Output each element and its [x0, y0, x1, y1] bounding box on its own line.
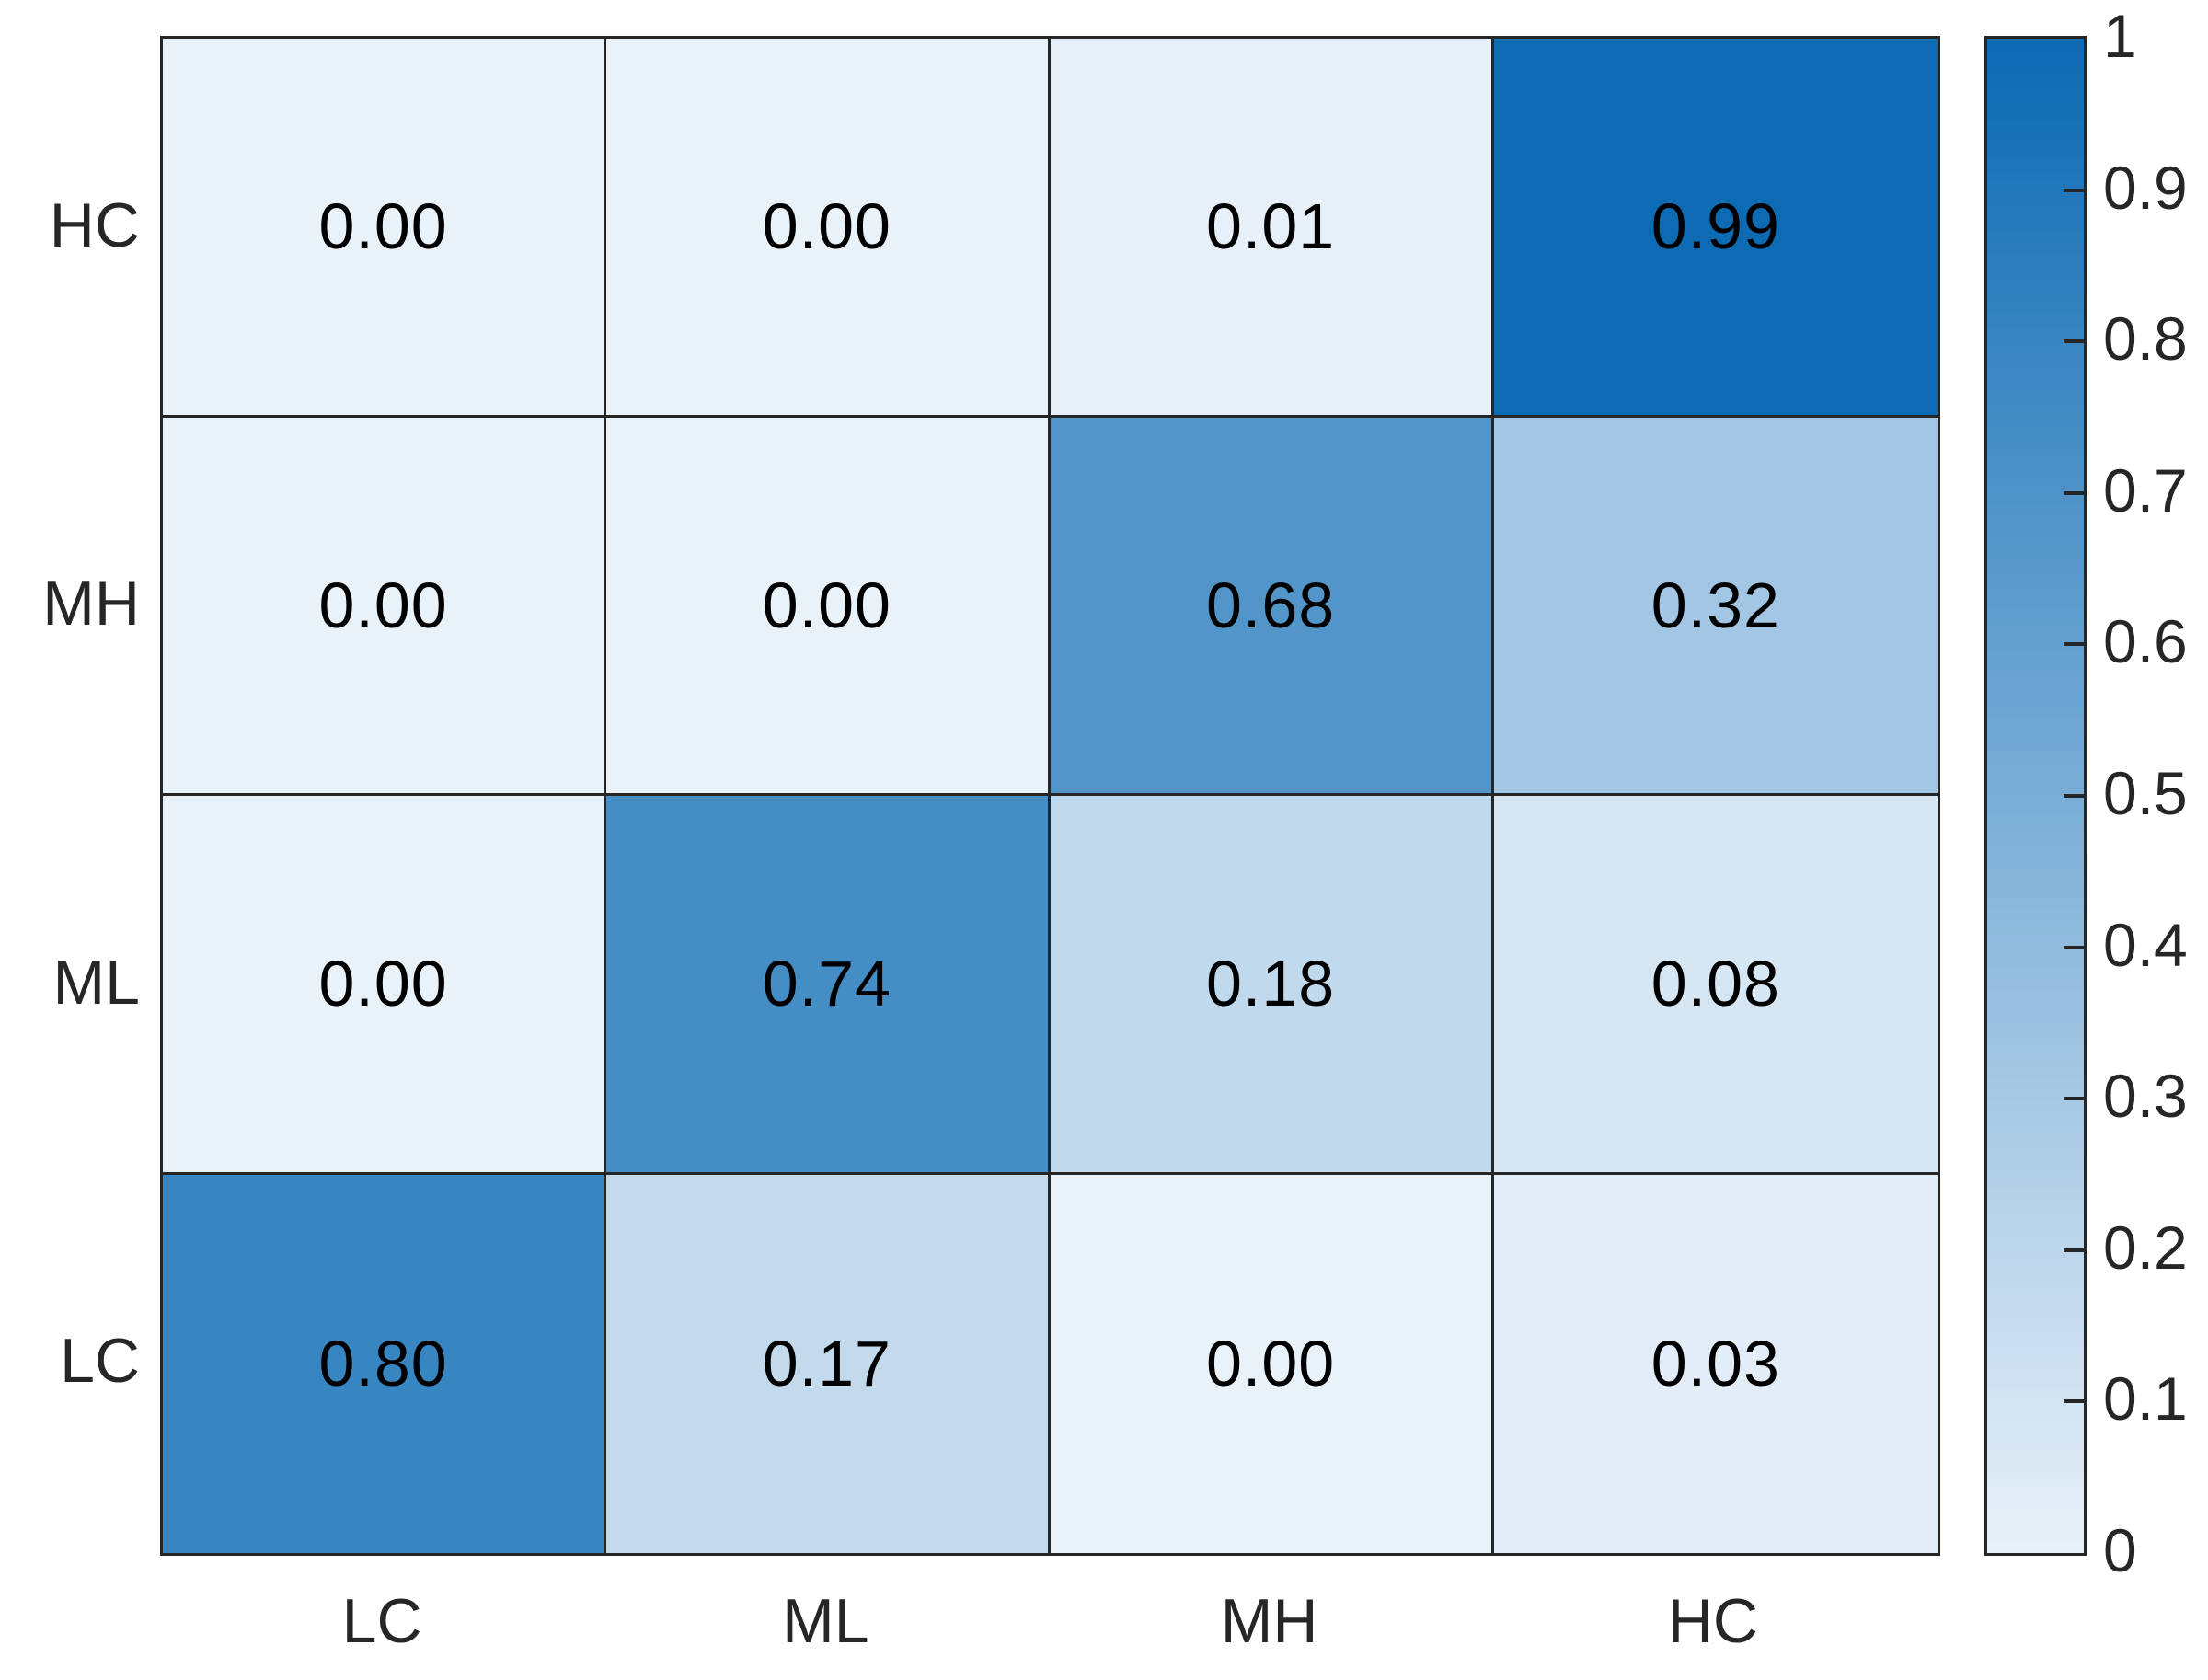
- cell-value: 0.00: [762, 190, 891, 263]
- colorbar-tick-label: 0.5: [2103, 759, 2188, 827]
- heatmap-cell: 0.00: [163, 417, 607, 796]
- cell-value: 0.03: [1650, 1328, 1780, 1400]
- cell-value: 0.00: [318, 569, 448, 641]
- heatmap-cell: 0.17: [606, 1174, 1051, 1553]
- colorbar-tick-label: 0.2: [2103, 1213, 2188, 1282]
- cell-value: 0.00: [1206, 1328, 1336, 1400]
- heatmap-cell: 0.03: [1493, 1174, 1938, 1553]
- colorbar-tick-mark: [2064, 945, 2086, 949]
- cell-value: 0.32: [1650, 569, 1780, 641]
- colorbar-tick-mark: [2064, 490, 2086, 495]
- cell-value: 0.80: [318, 1328, 448, 1400]
- colorbar-tick-label: 0: [2103, 1516, 2137, 1584]
- colorbar-tick-label: 0.8: [2103, 305, 2188, 374]
- x-axis-label: LC: [341, 1586, 422, 1656]
- heatmap-cell: 0.00: [606, 417, 1051, 796]
- colorbar-tick-label: 0.6: [2103, 607, 2188, 676]
- colorbar: [1984, 36, 2087, 1556]
- colorbar-tick-mark: [2064, 1248, 2086, 1252]
- cell-value: 0.01: [1206, 190, 1336, 263]
- cell-value: 0.99: [1650, 190, 1780, 263]
- cell-value: 0.00: [762, 569, 891, 641]
- cell-value: 0.00: [318, 948, 448, 1020]
- colorbar-tick-label: 0.1: [2103, 1364, 2188, 1433]
- cell-value: 0.68: [1206, 569, 1336, 641]
- x-axis-label: ML: [782, 1586, 869, 1656]
- x-axis-label: MH: [1220, 1586, 1318, 1656]
- colorbar-tick-label: 0.3: [2103, 1062, 2188, 1131]
- colorbar-tick-mark: [2064, 642, 2086, 647]
- heatmap-cell: 0.18: [1050, 796, 1494, 1175]
- heatmap-cell: 0.08: [1493, 796, 1938, 1175]
- heatmap-cell: 0.00: [606, 39, 1051, 418]
- heatmap-cell: 0.00: [163, 39, 607, 418]
- colorbar-tick-mark: [2064, 794, 2086, 798]
- colorbar-tick-mark: [2064, 1399, 2086, 1404]
- heatmap-cell: 0.32: [1493, 417, 1938, 796]
- colorbar-tick-label: 0.7: [2103, 455, 2188, 524]
- y-axis-label: LC: [60, 1326, 140, 1397]
- x-axis-label: HC: [1667, 1586, 1758, 1656]
- colorbar-tick-label: 1: [2103, 2, 2137, 70]
- heatmap-cell: 0.00: [163, 796, 607, 1175]
- colorbar-tick-label: 0.9: [2103, 153, 2188, 222]
- colorbar-tick-mark: [2064, 188, 2086, 192]
- cell-value: 0.17: [762, 1328, 891, 1400]
- cell-value: 0.18: [1206, 948, 1336, 1020]
- colorbar-tick-mark: [2064, 1097, 2086, 1101]
- heatmap-cell: 0.00: [1050, 1174, 1494, 1553]
- y-axis-label: HC: [49, 190, 140, 260]
- cell-value: 0.08: [1650, 948, 1780, 1020]
- colorbar-tick-mark: [2064, 339, 2086, 344]
- heatmap-cell: 0.99: [1493, 39, 1938, 418]
- heatmap-cell: 0.68: [1050, 417, 1494, 796]
- colorbar-tick-label: 0.4: [2103, 910, 2188, 979]
- heatmap-grid: 0.00 0.00 0.01 0.99 0.00 0.00 0.68 0.32 0.00 0.74…: [160, 36, 1940, 1556]
- heatmap-cell: 0.80: [163, 1174, 607, 1553]
- cell-value: 0.74: [762, 948, 891, 1020]
- y-axis-label: MH: [42, 569, 140, 639]
- heatmap-cell: 0.74: [606, 796, 1051, 1175]
- y-axis-label: ML: [52, 947, 140, 1018]
- cell-value: 0.00: [318, 190, 448, 263]
- heatmap-cell: 0.01: [1050, 39, 1494, 418]
